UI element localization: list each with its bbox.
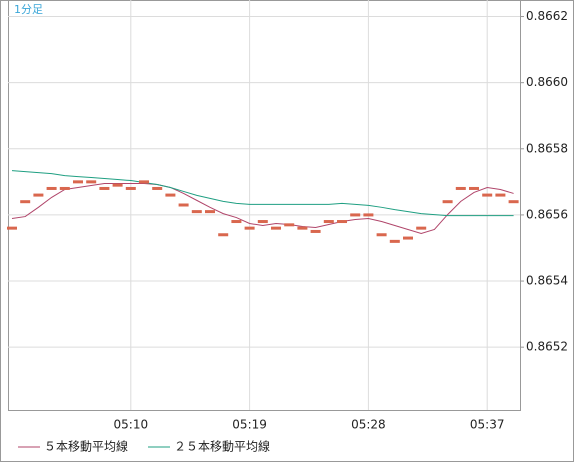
price-dash (139, 180, 149, 184)
price-dash (337, 220, 347, 224)
price-dash (284, 223, 295, 227)
price-dash (508, 200, 519, 204)
price-dash (271, 226, 281, 230)
y-tick-label: 0.8660 (526, 75, 568, 89)
price-dash (99, 186, 110, 190)
price-dash (152, 186, 163, 190)
price-dash (59, 186, 70, 190)
price-dash (389, 239, 400, 243)
price-dash (33, 193, 44, 197)
price-dash (231, 220, 242, 224)
price-dash (350, 213, 361, 217)
plot-area (8, 0, 521, 411)
price-dash (257, 220, 268, 224)
price-dash (482, 193, 493, 197)
price-dash (297, 226, 308, 230)
price-dash (442, 200, 453, 204)
legend-label: ５本移動平均線 (44, 439, 128, 454)
annotation: 1分足 (14, 3, 43, 16)
price-dash (125, 186, 136, 190)
price-dash (376, 233, 387, 237)
y-tick-label: 0.8656 (526, 207, 568, 221)
x-tick-label: 05:28 (351, 418, 386, 432)
price-dash (73, 180, 83, 184)
price-dash (178, 203, 189, 207)
price-dash (218, 233, 229, 237)
price-dash (323, 220, 334, 224)
price-dash (310, 229, 321, 233)
price-dash (244, 226, 255, 230)
price-dash (112, 183, 123, 187)
x-tick-label: 05:19 (232, 418, 267, 432)
price-dash (469, 186, 479, 190)
y-tick-label: 0.8658 (526, 141, 568, 155)
moving-average-line (11, 183, 514, 234)
moving-average-line (11, 170, 514, 217)
price-dash (416, 226, 427, 230)
price-dash (363, 213, 374, 217)
x-tick-label: 05:10 (114, 418, 149, 432)
price-dash (191, 210, 202, 214)
price-dash (86, 180, 97, 184)
legend-label: ２５本移動平均線 (174, 439, 270, 454)
price-dash (495, 193, 506, 197)
y-tick-label: 0.8652 (526, 340, 568, 354)
price-dash (165, 193, 176, 197)
x-tick-label: 05:37 (470, 418, 505, 432)
price-dash (7, 226, 17, 230)
y-tick-label: 0.8662 (526, 9, 568, 23)
price-dash (20, 200, 31, 204)
price-dash (205, 210, 215, 214)
price-dash (455, 186, 466, 190)
price-dash (403, 236, 413, 240)
y-tick-label: 0.8654 (526, 274, 568, 288)
price-dash (46, 186, 57, 190)
